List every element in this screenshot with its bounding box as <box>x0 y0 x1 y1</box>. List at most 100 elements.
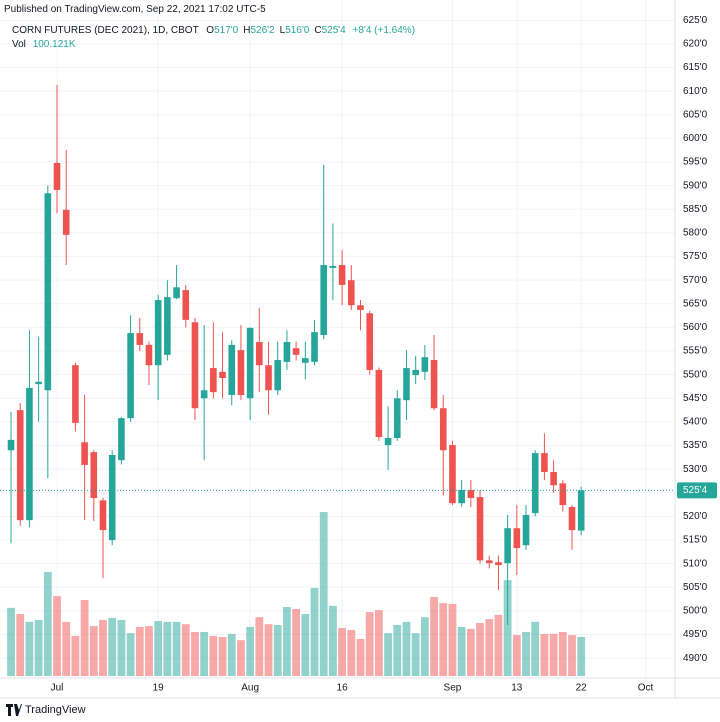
candle-body <box>577 490 585 531</box>
x-tick-label: Sep <box>444 683 462 694</box>
volume-bar <box>430 596 438 676</box>
volume-bar <box>356 638 365 676</box>
candle-body <box>513 528 521 549</box>
candle-body <box>154 300 162 366</box>
volume-bar <box>494 614 503 676</box>
y-tick-label: 605'0 <box>683 109 708 120</box>
candle-body <box>412 369 419 376</box>
symbol: CORN FUTURES (DEC 2021), 1D, CBOT <box>12 25 199 36</box>
volume-bar <box>209 635 218 676</box>
volume-bar <box>577 636 586 676</box>
volume-bar <box>227 633 236 676</box>
candle-body <box>210 368 217 393</box>
y-tick-label: 490'0 <box>683 653 708 664</box>
candle-body <box>504 528 511 564</box>
volume-bar <box>163 621 172 676</box>
candle-body <box>311 332 318 362</box>
volume-bar <box>549 633 558 676</box>
candle-body <box>72 365 79 423</box>
volume-bar <box>117 619 126 676</box>
candle-body <box>403 368 410 401</box>
y-tick-label: 610'0 <box>683 86 708 97</box>
volume-bar <box>273 624 282 676</box>
volume-bar <box>466 628 475 676</box>
y-tick-label: 595'0 <box>683 157 708 168</box>
candle-body <box>439 408 447 451</box>
volume-bar <box>301 614 310 676</box>
volume-bar <box>531 621 540 676</box>
y-tick-label: 495'0 <box>683 629 708 640</box>
candle-body <box>62 209 70 235</box>
volume-bar <box>145 626 153 676</box>
candle-body <box>145 344 153 366</box>
candle-body <box>320 265 328 335</box>
candle-body <box>127 333 134 419</box>
ohlc-key: L <box>279 25 286 36</box>
ohlc: O517'0 H526'2 L516'0 C525'4 <box>201 25 345 36</box>
y-tick-label: 570'0 <box>683 275 708 286</box>
candle-body <box>182 290 190 320</box>
candle-body <box>347 280 355 306</box>
ohlc-value: 525'4 <box>321 25 346 36</box>
candle-body <box>265 365 272 391</box>
volume-bar <box>374 610 383 676</box>
x-tick-label: 16 <box>337 683 349 694</box>
candle-body <box>108 454 116 541</box>
volume-row: Vol 100.121K <box>12 39 76 50</box>
y-tick-label: 580'0 <box>683 228 708 239</box>
volume-bar <box>62 621 71 676</box>
published-note: Published on TradingView.com, Sep 22, 20… <box>4 4 266 15</box>
volume-bar <box>522 631 530 676</box>
candle-body <box>559 483 567 506</box>
ohlc-value: 526'2 <box>250 25 275 36</box>
volume-bar <box>53 596 61 676</box>
ohlc-key: C <box>314 25 322 36</box>
candle-body <box>541 453 548 473</box>
volume-value: 100.121K <box>32 39 76 50</box>
volume-bar <box>34 619 43 676</box>
volume-bar <box>338 628 346 676</box>
ohlc-key: H <box>243 25 251 36</box>
candle-body <box>35 381 42 385</box>
candle-body <box>99 500 107 531</box>
volume-bar <box>154 621 163 676</box>
volume-bar <box>172 621 181 676</box>
candle-body <box>191 322 199 409</box>
y-tick-label: 540'0 <box>683 417 708 428</box>
y-tick-label: 585'0 <box>683 204 708 215</box>
y-tick-label: 620'0 <box>683 39 708 50</box>
brand: TradingView <box>6 704 86 716</box>
volume-bar <box>329 605 337 676</box>
volume-bar <box>420 617 429 676</box>
volume-bar <box>7 607 15 676</box>
candle-body <box>200 390 208 399</box>
candle-body <box>476 497 484 561</box>
candle-body <box>357 305 364 310</box>
volume-bar <box>246 626 255 676</box>
volume-bar <box>108 617 117 676</box>
candle-body <box>173 287 180 299</box>
change: +8'4 (+1.64%) <box>352 25 416 36</box>
candle-body <box>384 437 392 446</box>
x-tick-label: 19 <box>153 683 165 694</box>
candle-body <box>329 266 337 268</box>
volume-bar <box>126 633 135 676</box>
x-tick-label: Aug <box>241 683 259 694</box>
volume-bar <box>485 619 494 676</box>
candle-body <box>458 489 465 504</box>
volume-bar <box>43 571 52 676</box>
candle-body <box>531 453 539 514</box>
volume-bar <box>457 626 466 676</box>
candle-body <box>53 163 61 190</box>
volume-bar <box>319 512 328 676</box>
volume-bar <box>255 617 264 676</box>
volume-bar <box>411 633 420 676</box>
candle-body <box>302 358 309 363</box>
volume-bar <box>439 603 448 676</box>
candle-body <box>550 472 557 486</box>
brand-logo <box>6 704 22 716</box>
y-tick-label: 510'0 <box>683 558 708 569</box>
volume-bar <box>512 635 521 676</box>
